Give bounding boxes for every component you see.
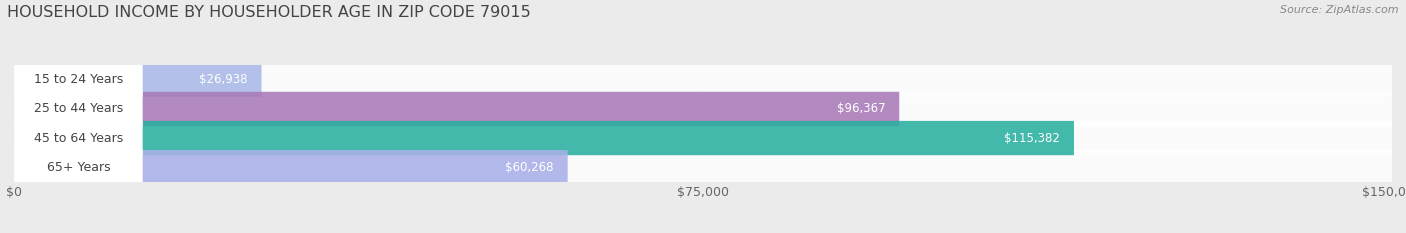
FancyBboxPatch shape	[14, 92, 900, 126]
FancyBboxPatch shape	[14, 91, 1392, 127]
FancyBboxPatch shape	[14, 62, 142, 97]
FancyBboxPatch shape	[14, 91, 142, 127]
FancyBboxPatch shape	[14, 120, 1392, 156]
FancyBboxPatch shape	[14, 63, 1392, 97]
Text: 15 to 24 Years: 15 to 24 Years	[34, 73, 122, 86]
FancyBboxPatch shape	[14, 149, 1392, 185]
Text: 65+ Years: 65+ Years	[46, 161, 110, 174]
Text: 25 to 44 Years: 25 to 44 Years	[34, 103, 122, 115]
Text: $115,382: $115,382	[1004, 132, 1060, 144]
Text: HOUSEHOLD INCOME BY HOUSEHOLDER AGE IN ZIP CODE 79015: HOUSEHOLD INCOME BY HOUSEHOLDER AGE IN Z…	[7, 5, 531, 20]
FancyBboxPatch shape	[14, 120, 142, 156]
FancyBboxPatch shape	[14, 62, 1392, 98]
FancyBboxPatch shape	[14, 121, 1392, 155]
FancyBboxPatch shape	[14, 92, 1392, 126]
Text: $60,268: $60,268	[505, 161, 554, 174]
FancyBboxPatch shape	[14, 121, 1074, 155]
Text: 45 to 64 Years: 45 to 64 Years	[34, 132, 122, 144]
Text: $26,938: $26,938	[200, 73, 247, 86]
Text: $96,367: $96,367	[837, 103, 886, 115]
FancyBboxPatch shape	[14, 150, 142, 185]
FancyBboxPatch shape	[14, 63, 262, 97]
Text: Source: ZipAtlas.com: Source: ZipAtlas.com	[1281, 5, 1399, 15]
FancyBboxPatch shape	[14, 150, 1392, 184]
FancyBboxPatch shape	[14, 150, 568, 184]
